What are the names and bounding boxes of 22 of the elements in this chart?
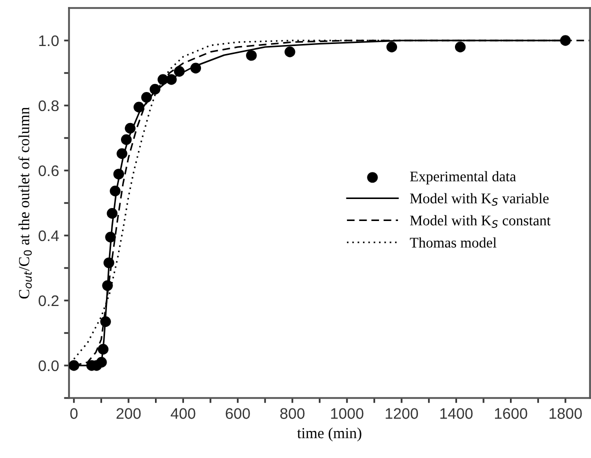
x-tick-label: 400: [170, 408, 196, 419]
y-tick-label: 0.6: [38, 165, 59, 176]
y-tick-label: 1.0: [39, 35, 59, 46]
x-tick-label: 0: [70, 408, 78, 419]
x-tick-label: 1600: [494, 408, 528, 419]
x-tick-label: 200: [116, 408, 141, 419]
x-tick-label: 600: [226, 408, 250, 419]
x-tick-label: 1200: [386, 408, 418, 419]
x-tick-label: 800: [280, 408, 305, 419]
x-axis-title: time (min): [297, 428, 362, 442]
y-axis-title: C$_{out}$/C$_{0}$ at the outlet of column: [18, 107, 32, 299]
legend-label: Model with K$_{S}$ constant: [410, 215, 551, 228]
x-tick-label: 1800: [550, 408, 582, 419]
legend-label: Model with K$_{S}$ variable: [410, 193, 549, 206]
y-tick-label: 0.2: [38, 295, 59, 306]
legend-label: Experimental data: [410, 171, 516, 184]
legend-label: Thomas model: [410, 237, 496, 248]
y-tick-label: 0.8: [38, 100, 59, 112]
x-tick-label: 1000: [331, 408, 364, 419]
y-tick-label: 0.4: [38, 230, 59, 242]
x-tick-label: 1400: [440, 408, 473, 419]
y-tick-label: 0.0: [38, 360, 59, 372]
